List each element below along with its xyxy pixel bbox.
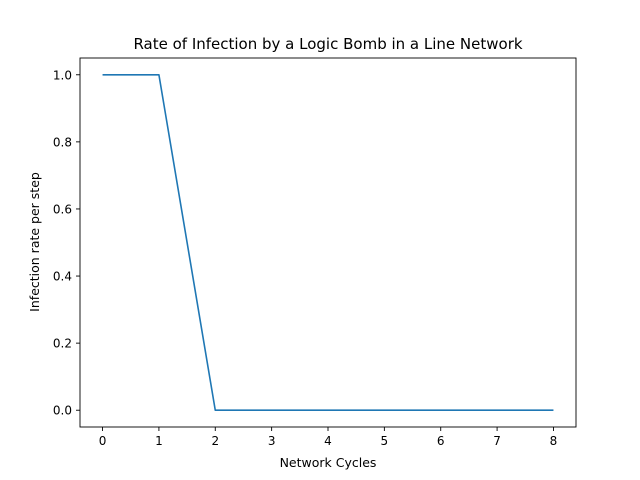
x-tick-label: 0	[99, 434, 107, 448]
y-axis-label: Infection rate per step	[27, 172, 42, 312]
axes-frame	[79, 57, 577, 428]
y-tick-label: 0.6	[53, 202, 72, 216]
plot-area: 0 1 2 3 4 5 6 7 8 0.0 0.2 0.4 0.6 0.8 1.0	[53, 57, 577, 448]
y-tick-label: 1.0	[53, 68, 72, 82]
x-axis-label: Network Cycles	[280, 455, 377, 470]
y-tick-label: 0.8	[53, 135, 72, 149]
x-tick-label: 4	[324, 434, 332, 448]
y-tick-label: 0.2	[53, 337, 72, 351]
chart-title: Rate of Infection by a Logic Bomb in a L…	[133, 35, 522, 53]
x-tick-label: 6	[437, 434, 445, 448]
y-tick-label: 0.0	[53, 404, 72, 418]
x-tick-label: 3	[268, 434, 276, 448]
x-tick-label: 5	[381, 434, 389, 448]
series-line	[102, 73, 554, 412]
x-tick-label: 2	[211, 434, 219, 448]
y-tick-label: 0.4	[53, 270, 72, 284]
x-tick-label: 8	[550, 434, 558, 448]
x-tick-label: 1	[155, 434, 163, 448]
x-tick-label: 7	[493, 434, 501, 448]
